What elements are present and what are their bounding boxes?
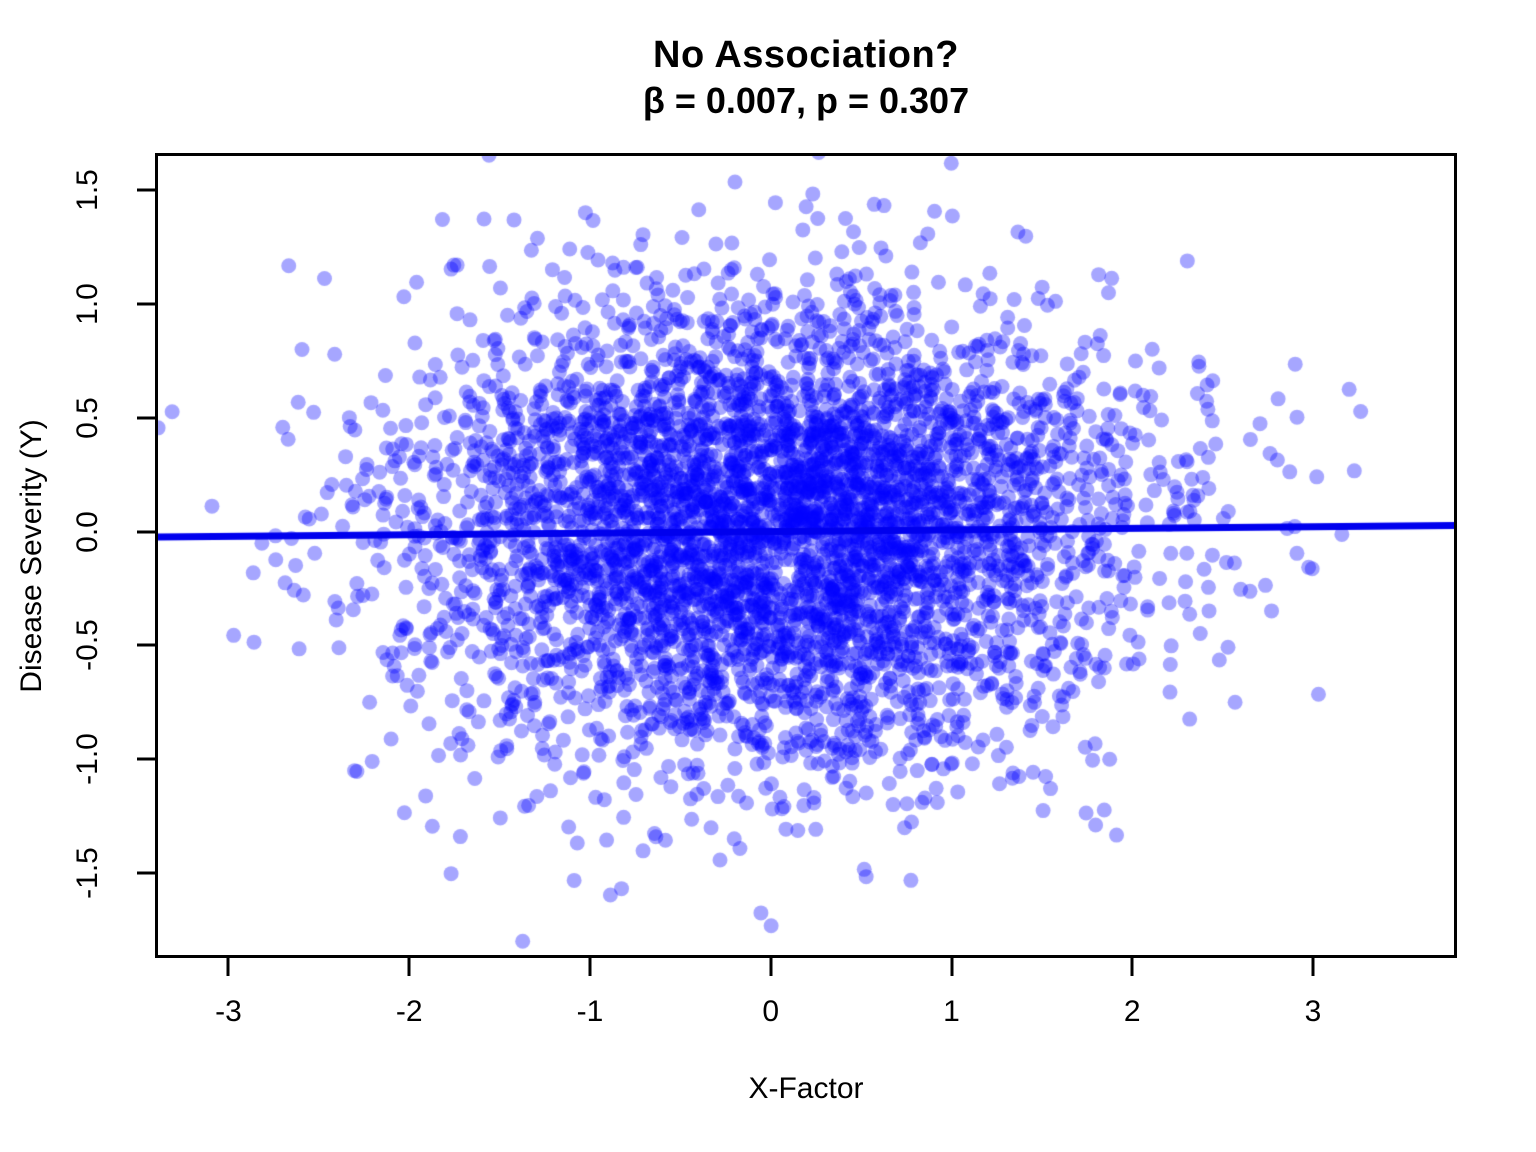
x-tick-label: 2 — [1123, 995, 1141, 1028]
x-tick-label: -3 — [215, 995, 242, 1028]
y-tick-label: 1.5 — [71, 169, 104, 211]
x-tick-mark — [769, 958, 773, 976]
y-tick-mark — [137, 643, 155, 647]
x-tick-mark — [407, 958, 411, 976]
x-tick-mark — [226, 958, 230, 976]
y-tick-label: 1.0 — [71, 283, 104, 325]
y-tick-label: 0.5 — [71, 396, 104, 439]
y-tick-label: -1.5 — [71, 847, 104, 899]
x-axis-label: X-Factor — [748, 1072, 864, 1105]
x-tick-mark — [1311, 958, 1315, 976]
scatter-canvas — [158, 156, 1454, 955]
x-tick-label: -2 — [395, 995, 423, 1028]
y-tick-mark — [137, 530, 155, 534]
y-tick-label: -1.0 — [71, 733, 104, 786]
y-tick-mark — [137, 188, 155, 192]
y-tick-label: -0.5 — [71, 619, 104, 672]
y-tick-mark — [137, 302, 155, 306]
y-tick-mark — [137, 416, 155, 420]
y-tick-mark — [137, 757, 155, 761]
chart-subtitle: β = 0.007, p = 0.307 — [642, 80, 970, 121]
x-tick-label: 3 — [1304, 995, 1322, 1028]
y-tick-mark — [137, 871, 155, 875]
x-tick-label: 1 — [943, 995, 960, 1028]
x-tick-label: -1 — [576, 995, 604, 1028]
x-tick-mark — [588, 958, 592, 976]
x-tick-label: 0 — [762, 995, 780, 1028]
chart-title: No Association? — [653, 34, 959, 76]
x-tick-mark — [950, 958, 953, 976]
y-axis-label: Disease Severity (Y) — [15, 419, 48, 693]
x-tick-mark — [1130, 958, 1134, 976]
plot-frame — [155, 153, 1457, 958]
y-tick-label: 0.0 — [71, 510, 104, 553]
